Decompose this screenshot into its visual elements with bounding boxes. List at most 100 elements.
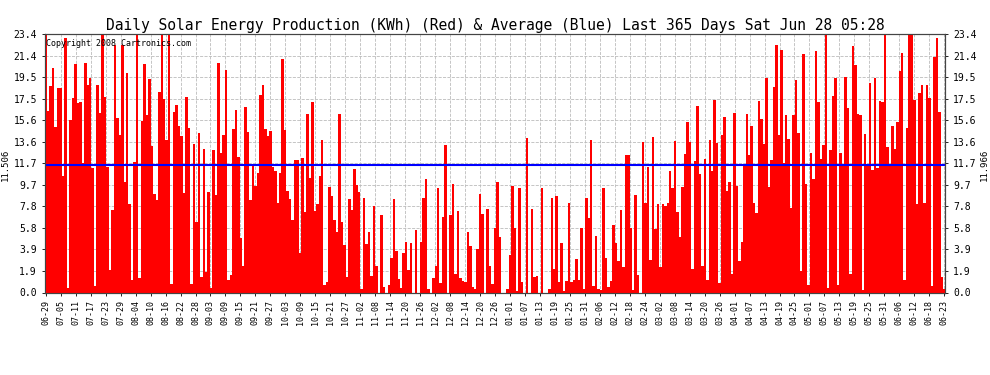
Bar <box>940 278 943 292</box>
Text: Copyright 2008 Cartronics.com: Copyright 2008 Cartronics.com <box>47 39 191 48</box>
Bar <box>146 116 148 292</box>
Bar <box>711 171 714 292</box>
Bar <box>491 284 494 292</box>
Bar <box>435 266 437 292</box>
Bar <box>666 203 669 292</box>
Bar <box>185 98 188 292</box>
Bar <box>583 288 585 292</box>
Bar <box>319 176 321 292</box>
Bar <box>642 142 644 292</box>
Bar <box>704 159 706 292</box>
Bar <box>810 153 812 292</box>
Bar <box>86 85 89 292</box>
Bar <box>812 178 815 292</box>
Bar <box>150 146 153 292</box>
Bar <box>924 203 926 292</box>
Bar <box>486 210 489 292</box>
Bar <box>696 106 699 292</box>
Bar <box>175 105 178 292</box>
Bar <box>74 64 76 292</box>
Bar <box>785 115 787 292</box>
Bar <box>165 140 168 292</box>
Bar <box>901 53 904 292</box>
Bar <box>739 261 741 292</box>
Bar <box>445 146 446 292</box>
Bar <box>190 284 193 292</box>
Bar <box>646 166 649 292</box>
Bar <box>656 204 659 292</box>
Bar <box>61 176 64 292</box>
Bar <box>456 211 459 292</box>
Bar <box>459 278 461 292</box>
Bar <box>240 238 242 292</box>
Bar <box>825 34 827 292</box>
Bar <box>81 163 84 292</box>
Bar <box>264 129 266 292</box>
Bar <box>370 276 373 292</box>
Bar <box>612 225 615 292</box>
Bar <box>573 280 575 292</box>
Bar <box>96 85 99 292</box>
Bar <box>884 34 886 292</box>
Bar <box>269 131 271 292</box>
Bar <box>256 173 259 292</box>
Bar <box>787 139 790 292</box>
Bar <box>553 269 555 292</box>
Bar <box>360 289 363 292</box>
Bar <box>106 167 109 292</box>
Bar <box>64 38 66 292</box>
Bar <box>76 103 79 292</box>
Bar <box>440 283 442 292</box>
Bar <box>144 64 146 292</box>
Bar <box>684 153 686 292</box>
Bar <box>815 51 817 292</box>
Bar <box>763 144 765 292</box>
Bar <box>506 289 509 292</box>
Bar <box>637 274 640 292</box>
Bar <box>469 246 471 292</box>
Bar <box>651 137 654 292</box>
Bar <box>266 136 269 292</box>
Bar <box>309 178 311 292</box>
Bar <box>906 128 909 292</box>
Bar <box>729 182 731 292</box>
Bar <box>516 291 519 292</box>
Bar <box>871 170 874 292</box>
Bar <box>534 277 536 292</box>
Bar <box>894 149 896 292</box>
Bar <box>454 274 456 292</box>
Bar <box>203 149 205 292</box>
Bar <box>111 210 114 292</box>
Bar <box>597 288 600 292</box>
Bar <box>496 182 499 292</box>
Bar <box>259 95 261 292</box>
Bar <box>220 153 223 292</box>
Bar <box>91 168 94 292</box>
Bar <box>644 204 646 292</box>
Bar <box>726 190 729 292</box>
Bar <box>526 138 529 292</box>
Bar <box>158 92 160 292</box>
Bar <box>909 34 911 292</box>
Bar <box>304 212 306 292</box>
Bar <box>284 130 286 292</box>
Bar <box>301 158 304 292</box>
Bar <box>568 204 570 292</box>
Bar <box>861 290 864 292</box>
Bar <box>760 120 763 292</box>
Bar <box>844 77 846 292</box>
Bar <box>398 279 400 292</box>
Bar <box>856 114 859 292</box>
Bar <box>420 242 422 292</box>
Bar <box>817 102 820 292</box>
Bar <box>676 212 679 292</box>
Bar <box>578 280 580 292</box>
Bar <box>380 215 383 292</box>
Bar <box>427 289 430 292</box>
Bar <box>558 282 560 292</box>
Bar <box>800 271 802 292</box>
Bar <box>899 71 901 292</box>
Bar <box>511 186 514 292</box>
Bar <box>734 113 736 292</box>
Bar <box>213 150 215 292</box>
